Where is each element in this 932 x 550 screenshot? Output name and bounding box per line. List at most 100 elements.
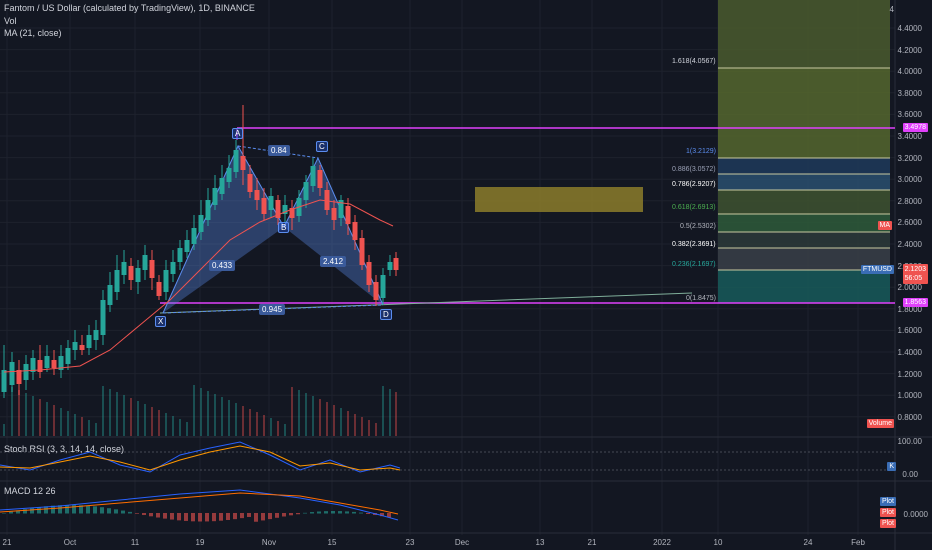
volume-bar <box>151 407 153 436</box>
macd-histogram-bar <box>44 506 48 514</box>
macd-signal-line <box>0 492 399 515</box>
price-axis-label: 2.4000 <box>897 240 922 249</box>
candle-body <box>324 190 330 210</box>
stoch-k-tag: K <box>887 462 896 471</box>
fib-0618: 0.618(2.6913) <box>672 204 716 211</box>
macd-histogram-bar <box>149 513 153 517</box>
countdown: 56:05 <box>904 275 923 282</box>
macd-histogram-bar <box>163 513 167 519</box>
stoch-rsi-label[interactable]: Stoch RSI (3, 3, 14, 14, close) <box>4 444 125 454</box>
fib-0236: 0.236(2.1697) <box>672 261 716 268</box>
candle-body <box>268 196 274 210</box>
point-c-label: C <box>316 141 328 152</box>
macd-axis-0: 0.0000 <box>903 510 928 519</box>
candle-body <box>128 266 134 280</box>
macd-histogram-bar <box>247 513 251 517</box>
symbol-legend[interactable]: Fantom / US Dollar (calculated by Tradin… <box>4 3 255 13</box>
macd-histogram-bar <box>282 513 286 517</box>
macd-histogram-bar <box>93 506 97 514</box>
volume-bar <box>53 405 55 436</box>
tag-1-8563: 1.8563 <box>902 298 928 307</box>
date-axis-label: 2022 <box>653 538 671 547</box>
volume-bar <box>221 397 223 436</box>
candle-body <box>359 238 365 265</box>
candle-body <box>16 370 22 384</box>
candle-body <box>30 358 36 372</box>
volume-bar <box>312 396 314 436</box>
fib-0382: 0.382(2.3691) <box>672 241 716 248</box>
volume-bar <box>67 411 69 436</box>
candle-body <box>198 215 204 232</box>
macd-line <box>0 489 399 521</box>
candle-body <box>212 188 218 205</box>
candle-body <box>331 208 337 220</box>
volume-bar <box>109 389 111 436</box>
macd-histogram-bar <box>352 511 356 514</box>
ma-legend[interactable]: MA (21, close) <box>4 28 62 38</box>
macd-histogram-bar <box>51 505 55 514</box>
macd-label[interactable]: MACD 12 26 <box>4 486 56 496</box>
date-axis-label: 10 <box>713 538 723 547</box>
date-axis-label: 21 <box>2 538 12 547</box>
volume-bar <box>256 412 258 436</box>
price-axis-label: 3.6000 <box>897 110 922 120</box>
candle-body <box>254 190 260 200</box>
fib-0886: 0.886(3.0572) <box>672 166 716 173</box>
fib-zone <box>718 214 890 232</box>
volume-bar <box>270 418 272 436</box>
macd-histogram-bar <box>121 510 125 514</box>
volume-bar <box>277 421 279 436</box>
vol-legend[interactable]: Vol <box>4 16 17 26</box>
macd-histogram-bar <box>177 513 181 521</box>
volume-bar <box>263 415 265 436</box>
candle-body <box>163 270 169 292</box>
volume-bar <box>88 420 90 436</box>
candle-body <box>345 206 351 224</box>
volume-bar <box>165 413 167 436</box>
fib-0786: 0.786(2.9207) <box>672 181 716 188</box>
date-axis-label: 23 <box>405 538 415 547</box>
candle-body <box>380 275 386 298</box>
date-axis-label: 19 <box>195 538 205 547</box>
macd-plot-tag-1: Plot <box>879 497 896 506</box>
candle-body <box>373 282 379 300</box>
volume-bar <box>46 402 48 436</box>
fib-zone <box>718 0 890 68</box>
volume-bar <box>228 400 230 436</box>
candle-body <box>65 348 71 364</box>
candle-body <box>58 356 64 370</box>
macd-histogram-bar <box>72 505 76 514</box>
fib-zone <box>718 174 890 190</box>
candle-body <box>121 262 127 275</box>
macd-histogram-bar <box>107 508 111 514</box>
ma-line <box>3 199 394 373</box>
date-axis-label: 21 <box>587 538 597 547</box>
volume-bar <box>207 391 209 436</box>
point-x-label: X <box>155 316 167 327</box>
macd-histogram-bar <box>79 505 83 514</box>
volume-bar <box>186 422 188 436</box>
ma-tag: MA <box>877 221 892 230</box>
date-axis-label: 11 <box>130 538 140 547</box>
candle-body <box>317 170 323 188</box>
candle-body <box>9 362 15 385</box>
volume-bar <box>158 410 160 436</box>
macd-histogram-bar <box>184 513 188 521</box>
price-axis-label: 3.8000 <box>897 88 922 98</box>
macd-histogram-bar <box>366 513 370 514</box>
candle-body <box>100 300 106 335</box>
fib-zone <box>718 158 890 174</box>
price-axis-label: 1.4000 <box>897 348 922 357</box>
fib-zone <box>718 270 890 303</box>
macd-histogram-bar <box>219 513 223 521</box>
macd-histogram-bar <box>359 512 363 514</box>
fib-1: 1(3.2129) <box>686 148 716 155</box>
macd-histogram-bar <box>233 513 237 520</box>
date-axis-label: Nov <box>261 538 277 547</box>
volume-bar <box>368 420 370 436</box>
macd-histogram-bar <box>380 513 384 517</box>
price-axis-label: 2.0000 <box>897 283 922 293</box>
macd-histogram-bar <box>100 507 104 514</box>
price-axis-label: 1.0000 <box>897 391 922 401</box>
